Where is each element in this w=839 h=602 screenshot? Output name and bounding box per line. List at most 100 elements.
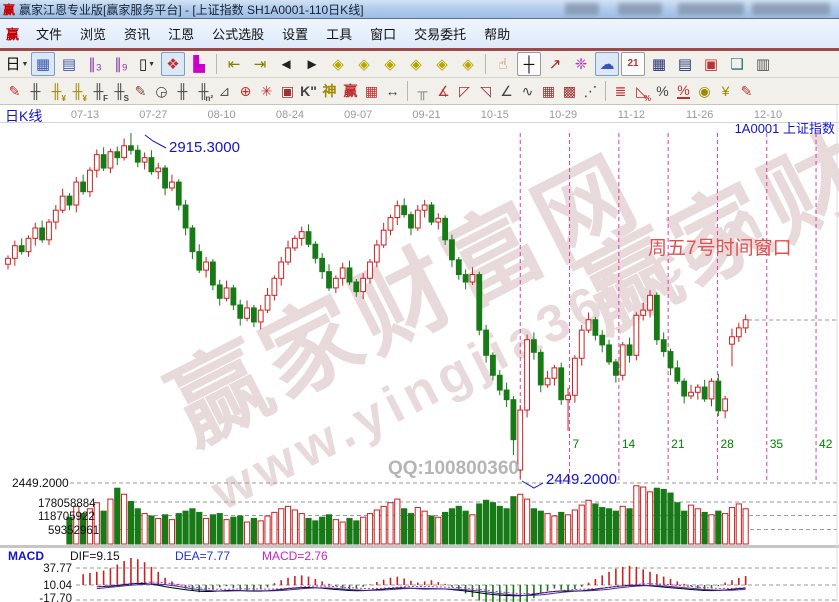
menu-item-2[interactable]: 浏览 [80, 27, 107, 42]
candle-body [585, 319, 592, 331]
angle-lines-icon[interactable]: ∠ [500, 83, 513, 99]
volume-bar [134, 508, 141, 545]
menu-item-1[interactable]: 文件 [36, 27, 63, 42]
menu-item-7[interactable]: 工具 [326, 27, 353, 42]
next-bar-icon[interactable]: ► [304, 55, 320, 73]
chart-plot-area[interactable] [0, 105, 839, 602]
move-diamond-icon[interactable]: ◈ [462, 55, 474, 73]
percent-retrace-icon[interactable]: ◺% [636, 83, 651, 103]
volume-bar [660, 488, 667, 545]
candle-body [298, 231, 305, 239]
red-pen-icon[interactable]: ✎ [740, 83, 753, 99]
calculator-icon[interactable]: ▦ [651, 55, 667, 73]
gann-time-comb-icon[interactable]: ╫ [30, 83, 41, 99]
redacted-window-controls[interactable] [752, 3, 830, 15]
k-annotation-icon[interactable]: K" [300, 83, 317, 99]
candle-body [688, 391, 694, 397]
gann-star-icon[interactable]: ✳ [260, 83, 273, 99]
volume-profile-icon[interactable]: ≣ [614, 83, 627, 99]
gann-draw-icon[interactable]: ❈ [574, 55, 588, 73]
last-bar-icon[interactable]: ⇥ [253, 55, 267, 73]
fan-box-filled-icon[interactable]: ◹ [480, 83, 491, 99]
prev-bar-icon[interactable]: ◄ [278, 55, 294, 73]
minute3-chart-icon[interactable]: ∥₃ [88, 55, 102, 73]
menu-item-4[interactable]: 江恩 [168, 27, 195, 42]
stock-tool-icon[interactable]: ❖ [161, 52, 185, 76]
yingjia-time-icon[interactable]: 赢 [343, 83, 358, 99]
golden-lines-icon[interactable]: ¥ [721, 83, 730, 99]
menu-item-8[interactable]: 窗口 [370, 27, 397, 42]
golden-time-icon[interactable]: ╫ ¥ [51, 83, 66, 103]
pen-time-icon[interactable]: ✎ [134, 83, 147, 99]
zigzag-icon[interactable]: ∿ [521, 83, 534, 99]
volume-bar [216, 513, 223, 545]
first-bar-icon[interactable]: ⇤ [227, 55, 241, 73]
spiral-time-icon[interactable]: ╫ S [114, 83, 129, 103]
candle-body [681, 380, 688, 397]
frame-tool-icon[interactable]: ╥ [417, 83, 428, 99]
expand-all-diamond-icon[interactable]: ◈ [436, 55, 448, 73]
candle-body [626, 344, 633, 356]
candle-body [11, 245, 18, 259]
menu-item-6[interactable]: 设置 [282, 27, 309, 42]
menu-item-10[interactable]: 帮助 [484, 27, 511, 42]
fib-time-icon[interactable]: ╫ F [93, 83, 108, 103]
brush-tool-icon[interactable]: ✎ [8, 83, 21, 99]
window-link-icon[interactable]: ❏ [730, 55, 744, 73]
volume-bar [592, 503, 599, 545]
volume-bar [387, 502, 394, 545]
compress-diamond-icon[interactable]: ◈ [410, 55, 422, 73]
info-panel-icon[interactable]: ▤ [61, 55, 77, 73]
analysis-cloud-icon[interactable]: ☁ [595, 52, 619, 76]
color-histogram-icon[interactable]: ▙ [193, 55, 205, 73]
expand-horizontal-diamond-icon[interactable]: ◈ [384, 55, 396, 73]
volume-bar [264, 515, 271, 545]
candle-body [230, 287, 237, 306]
zoom-left-diamond-icon[interactable]: ◈ [332, 55, 344, 73]
golden-time2-icon[interactable]: ╫ ¥ [72, 83, 87, 103]
print-icon[interactable]: ▥ [755, 55, 771, 73]
percent-icon[interactable]: % [656, 83, 669, 99]
time-comb-icon[interactable]: ╫ [177, 83, 188, 99]
ruler-grid-icon[interactable]: ▦ [364, 83, 379, 99]
minute9-chart-icon[interactable]: ∥₉ [114, 55, 128, 73]
hand-drag-icon[interactable]: ☝ [498, 55, 508, 73]
grid-tool-icon[interactable]: ▦ [541, 83, 556, 99]
menu-item-3[interactable]: 资讯 [124, 27, 151, 42]
volume-bar [73, 505, 80, 545]
shen-magic-time-icon[interactable]: 神 [322, 83, 337, 99]
gann-circle-icon[interactable]: ⊕ [239, 83, 252, 99]
macd-dea-value: DEA=7.77 [175, 549, 230, 563]
fan-box-icon[interactable]: ◸ [459, 83, 470, 99]
kline-period-button[interactable]: 日 ▼ [5, 55, 29, 73]
calendar-icon[interactable]: 21 [621, 52, 645, 76]
gann-square-icon[interactable]: ▣ [280, 83, 295, 99]
candle-body [114, 151, 121, 159]
save-icon[interactable]: ▣ [703, 55, 719, 73]
candle-body [271, 277, 278, 296]
cycle-clock-icon[interactable]: ◶ [155, 83, 168, 99]
n2-time-icon[interactable]: ╫ n² [198, 83, 213, 103]
main-chart-window-icon[interactable]: ▦ [31, 52, 55, 76]
angle-measure-icon[interactable]: ⊿ [218, 83, 231, 99]
date-tick-label: 07-27 [139, 109, 167, 121]
notes-icon[interactable]: ▤ [677, 55, 693, 73]
menu-item-9[interactable]: 交易委托 [414, 27, 467, 42]
candle-body [524, 339, 530, 411]
grid-chart-icon[interactable]: ▩ [562, 83, 577, 99]
percent-line-icon[interactable]: % [677, 82, 690, 99]
candle-body [531, 339, 537, 353]
candle-style-button[interactable]: ▯ ▼ [138, 55, 156, 73]
gann-fan-icon[interactable]: ∡ [437, 83, 450, 99]
crosshair-icon[interactable]: ┼ [517, 52, 541, 76]
parallel-lines-icon[interactable]: ⋰ [583, 83, 598, 99]
volume-bar [612, 510, 619, 545]
candle-body [339, 267, 346, 279]
trendline-draw-icon[interactable]: ↗ [548, 55, 562, 73]
toolbar-separator [407, 81, 408, 101]
golden-circle-icon[interactable]: ◉ [698, 83, 711, 99]
span-measure-icon[interactable]: ↔ [385, 83, 400, 99]
menu-item-5[interactable]: 公式选股 [212, 27, 265, 42]
zoom-right-diamond-icon[interactable]: ◈ [358, 55, 370, 73]
volume-bar [196, 511, 203, 545]
